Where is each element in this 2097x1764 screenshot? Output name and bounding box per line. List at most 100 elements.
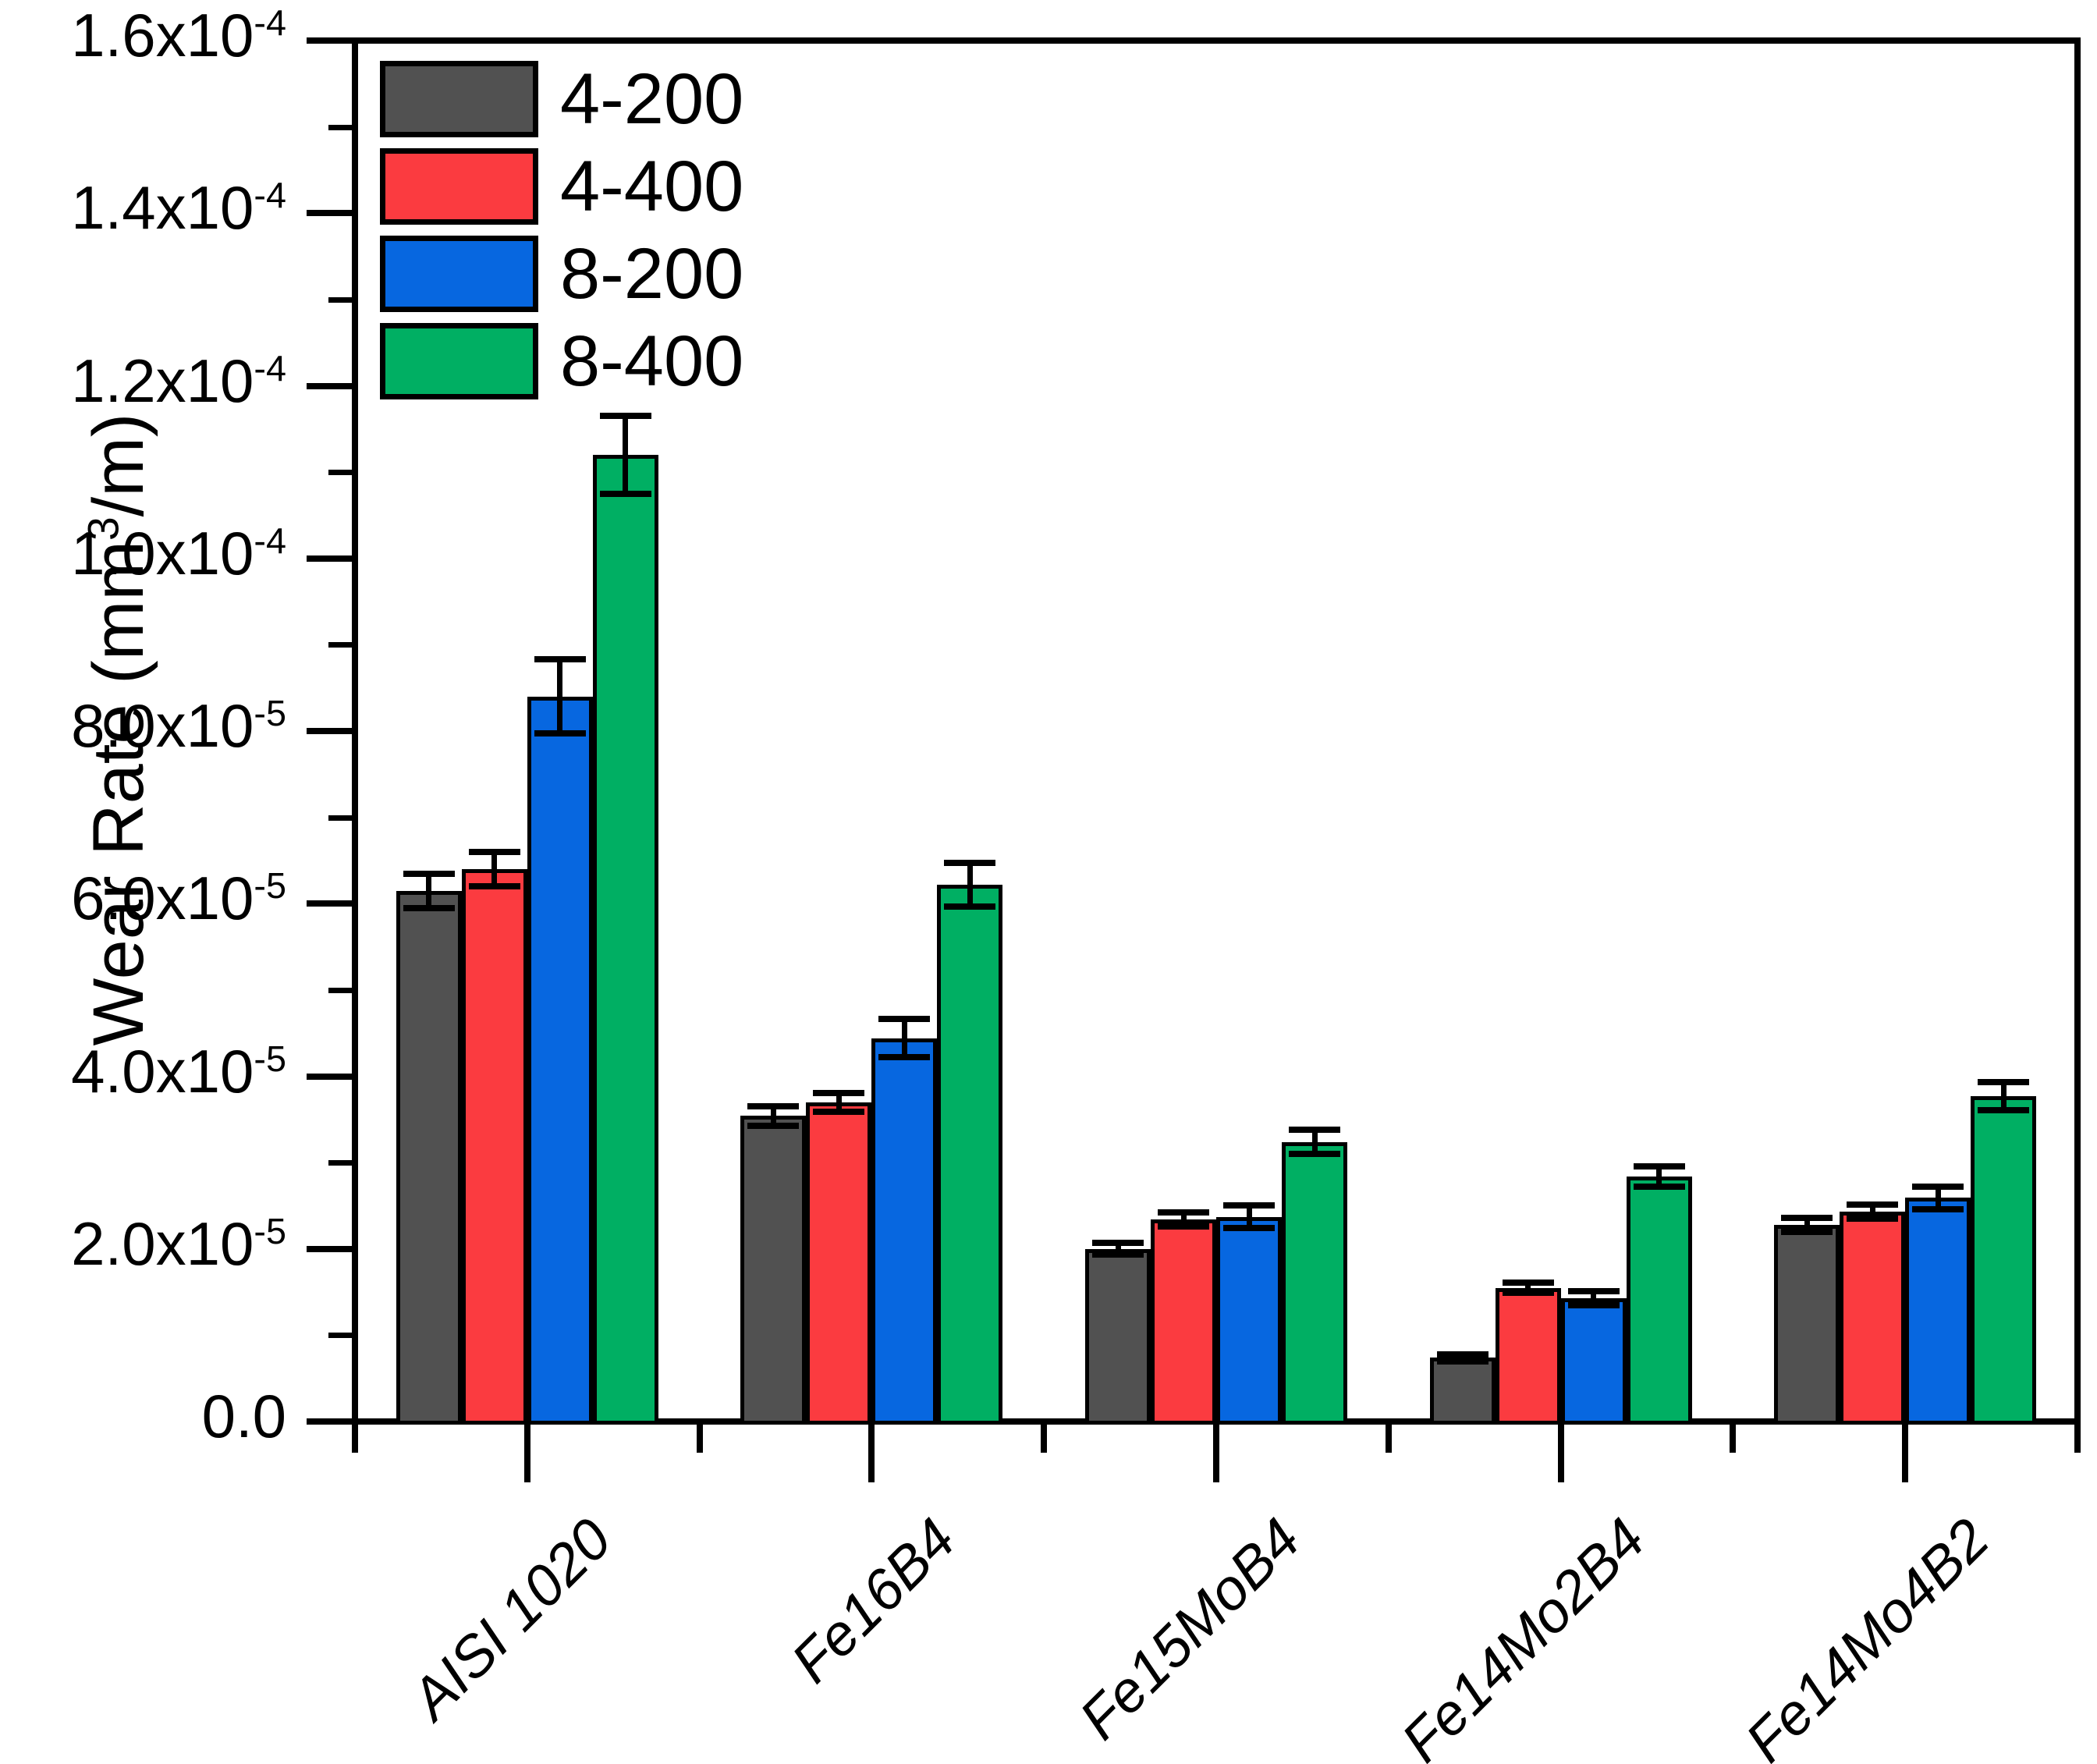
error-bar-whisker xyxy=(1656,1166,1662,1187)
error-bar-cap-top xyxy=(1633,1162,1685,1169)
error-bar-whisker xyxy=(557,659,563,734)
error-bar-cap-top xyxy=(878,1016,931,1023)
error-bar-whisker xyxy=(1525,1283,1531,1293)
error-bar-cap-top xyxy=(1781,1214,1833,1221)
x-major-tick xyxy=(868,1421,875,1482)
y-minor-tick xyxy=(328,987,355,993)
error-bar-cap-bottom xyxy=(1847,1216,1899,1223)
error-bar-whisker xyxy=(491,851,498,887)
y-minor-tick xyxy=(328,642,355,648)
error-bar-cap-top xyxy=(1912,1184,1964,1191)
error-bar-whisker xyxy=(1869,1205,1875,1219)
bar-Fe14Mo4B2-8-400 xyxy=(1971,1095,2037,1425)
error-bar-cap-bottom xyxy=(1092,1251,1144,1258)
y-tick-label: 0.0 xyxy=(201,1382,286,1450)
y-major-tick xyxy=(307,210,355,217)
y-tick-label: 8.0x10-5 xyxy=(71,691,286,760)
bar-Fe14Mo4B2-4-400 xyxy=(1840,1212,1906,1425)
error-bar-cap-bottom xyxy=(599,490,651,497)
y-major-tick xyxy=(307,1418,355,1425)
y-major-tick xyxy=(307,382,355,389)
x-boundary-tick xyxy=(352,1421,358,1453)
bar-AISI1020-8-400 xyxy=(592,455,658,1425)
y-minor-tick xyxy=(328,1160,355,1166)
error-bar-cap-bottom xyxy=(878,1054,931,1061)
y-tick-label: 1.0x10-4 xyxy=(71,518,286,587)
bar-Fe16B4-4-200 xyxy=(740,1116,807,1425)
x-boundary-tick xyxy=(1730,1421,1737,1453)
y-minor-tick xyxy=(328,1333,355,1339)
x-major-tick xyxy=(1557,1421,1564,1482)
bar-Fe14Mo4B2-8-200 xyxy=(1905,1198,1971,1425)
legend-label-8-400: 8-400 xyxy=(560,321,744,401)
bar-AISI1020-4-200 xyxy=(396,890,462,1425)
error-bar-whisker xyxy=(1180,1212,1187,1226)
error-bar-cap-bottom xyxy=(1978,1106,2030,1113)
bar-Fe14Mo2B4-4-200 xyxy=(1429,1358,1496,1425)
y-major-tick xyxy=(307,555,355,562)
bar-Fe16B4-4-400 xyxy=(806,1102,872,1425)
bar-Fe14Mo2B4-8-400 xyxy=(1626,1176,1692,1425)
error-bar-whisker xyxy=(426,873,432,908)
y-major-tick xyxy=(307,1073,355,1080)
error-bar-cap-top xyxy=(1158,1209,1209,1216)
error-bar-cap-top xyxy=(1092,1240,1144,1246)
y-major-tick xyxy=(307,37,355,44)
error-bar-cap-top xyxy=(944,860,996,867)
y-major-tick xyxy=(307,900,355,907)
y-tick-label: 1.6x10-4 xyxy=(71,1,286,69)
error-bar-whisker xyxy=(1935,1187,1941,1209)
error-bar-cap-top xyxy=(599,413,651,420)
error-bar-whisker xyxy=(1115,1243,1121,1255)
x-category-label: AISI 1020 xyxy=(398,1506,623,1731)
error-bar-cap-top xyxy=(1847,1201,1899,1209)
x-major-tick xyxy=(1213,1421,1219,1482)
error-bar-cap-bottom xyxy=(1912,1205,1964,1212)
error-bar-cap-bottom xyxy=(1158,1223,1209,1230)
x-boundary-tick xyxy=(1041,1421,1048,1453)
error-bar-cap-bottom xyxy=(403,904,455,911)
error-bar-whisker xyxy=(1460,1354,1466,1361)
x-boundary-tick xyxy=(1385,1421,1392,1453)
error-bar-whisker xyxy=(836,1092,842,1112)
bar-Fe16B4-8-400 xyxy=(937,884,1003,1425)
y-major-tick xyxy=(307,728,355,734)
error-bar-cap-top xyxy=(1223,1202,1275,1209)
error-bar-cap-bottom xyxy=(1781,1228,1833,1235)
bar-Fe16B4-8-200 xyxy=(871,1038,938,1425)
bar-Fe14Mo2B4-8-200 xyxy=(1560,1297,1627,1425)
error-bar-cap-top xyxy=(403,870,455,877)
legend-label-4-400: 4-400 xyxy=(560,147,744,226)
y-minor-tick xyxy=(328,296,355,303)
error-bar-whisker xyxy=(901,1019,907,1058)
y-minor-tick xyxy=(328,470,355,476)
legend-swatch-8-400 xyxy=(380,323,538,399)
y-tick-label: 4.0x10-5 xyxy=(71,1036,286,1106)
x-major-tick xyxy=(523,1421,530,1482)
y-tick-label: 2.0x10-5 xyxy=(71,1209,286,1278)
error-bar-cap-top xyxy=(1978,1079,2030,1086)
y-axis-title-pre: Wear Rate (mm xyxy=(79,541,158,1046)
error-bar-cap-top xyxy=(534,656,586,663)
bar-Fe15MoB4-4-400 xyxy=(1151,1219,1216,1425)
error-bar-whisker xyxy=(967,863,973,907)
error-bar-cap-bottom xyxy=(1633,1184,1685,1191)
error-bar-cap-bottom xyxy=(1289,1151,1340,1158)
x-boundary-tick xyxy=(696,1421,703,1453)
y-tick-label: 1.2x10-4 xyxy=(71,346,286,415)
legend-label-4-200: 4-200 xyxy=(560,59,744,139)
error-bar-whisker xyxy=(2000,1082,2007,1110)
error-bar-cap-top xyxy=(1289,1127,1340,1134)
error-bar-cap-top xyxy=(1567,1287,1620,1294)
error-bar-whisker xyxy=(1246,1205,1252,1229)
y-tick-label: 1.4x10-4 xyxy=(71,173,286,243)
error-bar-whisker xyxy=(623,416,629,494)
y-tick-label: 6.0x10-5 xyxy=(71,864,286,933)
error-bar-cap-bottom xyxy=(1436,1358,1488,1365)
bar-Fe15MoB4-4-200 xyxy=(1085,1248,1151,1425)
error-bar-cap-top xyxy=(747,1103,800,1110)
bar-Fe15MoB4-8-400 xyxy=(1282,1141,1347,1425)
error-bar-whisker xyxy=(1311,1130,1318,1155)
error-bar-cap-top xyxy=(468,848,520,855)
